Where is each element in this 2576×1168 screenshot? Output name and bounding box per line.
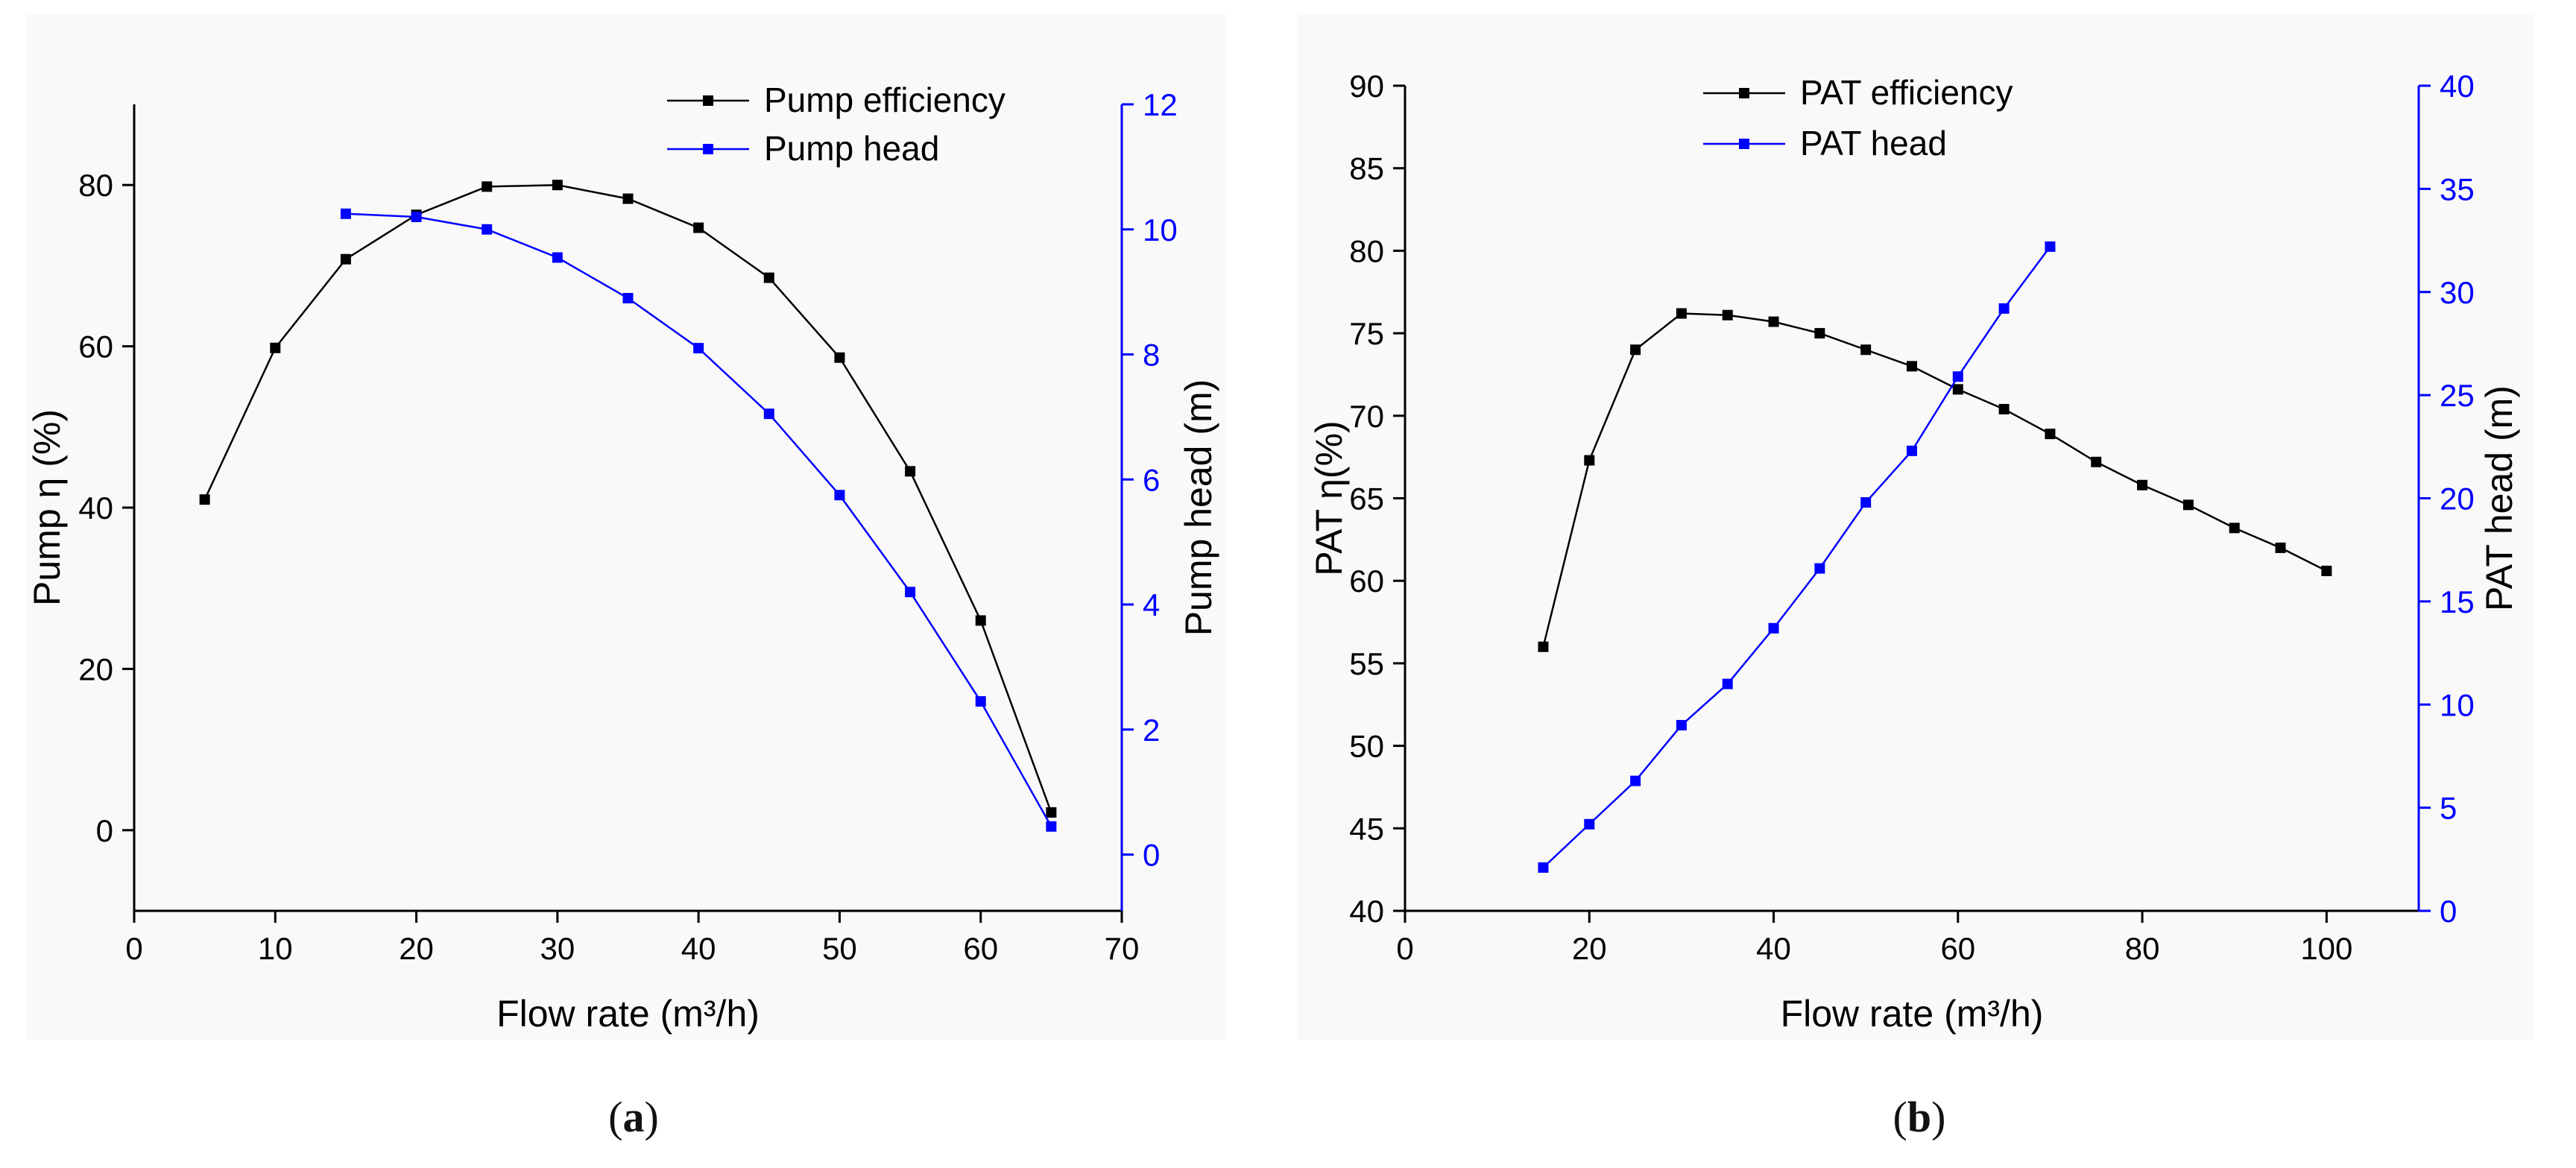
chart-b-point-pat-head (1630, 776, 1641, 786)
chart-b-x-tick-label: 100 (2300, 931, 2352, 966)
chart-b-y2-label: PAT head (m) (2478, 385, 2520, 611)
chart-b-y2-tick-label: 40 (2440, 69, 2475, 104)
chart-b-y2-tick-label: 20 (2440, 482, 2475, 517)
chart-b-y-tick-label: 85 (1349, 151, 1384, 186)
chart-b-point-pat-efficiency (1584, 455, 1594, 466)
chart-b-point-pat-efficiency (1630, 344, 1641, 355)
chart-b-y-tick-label: 40 (1349, 894, 1384, 929)
chart-b-point-pat-efficiency (2276, 543, 2286, 553)
chart-b-y-tick-label: 50 (1349, 729, 1384, 764)
caption-b-letter: b (1907, 1093, 1931, 1141)
chart-b-y-tick-label: 65 (1349, 482, 1384, 517)
chart-b-point-pat-head (1584, 819, 1594, 830)
chart-b-x-tick-label: 40 (1756, 931, 1791, 966)
caption-a: (a) (559, 1092, 708, 1142)
chart-b-point-pat-efficiency (2137, 480, 2147, 490)
caption-b: (b) (1845, 1092, 1994, 1142)
chart-b-point-pat-efficiency (2229, 523, 2240, 533)
chart-b-point-pat-efficiency (1999, 404, 2010, 414)
chart-b-point-pat-head (1676, 720, 1687, 730)
chart-b-y-tick-label: 70 (1349, 399, 1384, 434)
chart-b-y2-tick-label: 25 (2440, 378, 2475, 413)
chart-b: 0 20 40 60 80 100 40 45 50 55 60 65 70 75 80 85 90 0 5 10 15… (0, 0, 2576, 1168)
chart-b-x-tick-label: 60 (1940, 931, 1975, 966)
chart-b-y2-tick-label: 35 (2440, 171, 2475, 206)
chart-b-point-pat-head (1538, 862, 1548, 873)
chart-b-point-pat-efficiency (2091, 457, 2101, 467)
chart-b-point-pat-efficiency (1907, 361, 1917, 371)
chart-b-y-label: PAT η(%) (1308, 420, 1350, 575)
chart-b-y2-tick-label: 0 (2440, 894, 2457, 929)
chart-b-y-tick-label: 55 (1349, 646, 1384, 681)
chart-b-y-tick-label: 75 (1349, 316, 1384, 351)
chart-b-point-pat-efficiency (1953, 384, 1963, 394)
chart-b-y-tick-label: 90 (1349, 69, 1384, 104)
chart-b-point-pat-head (1999, 303, 2010, 314)
chart-b-point-pat-efficiency (2321, 566, 2332, 576)
chart-b-legend-marker-pat-efficiency (1739, 88, 1749, 98)
chart-b-point-pat-efficiency (1538, 642, 1548, 652)
chart-b-point-pat-head (1814, 564, 1825, 574)
chart-b-x-tick-label: 80 (2125, 931, 2160, 966)
chart-b-legend-label-pat-efficiency: PAT efficiency (1800, 73, 2013, 112)
chart-b-point-pat-efficiency (1723, 310, 1733, 321)
chart-b-y-tick-label: 60 (1349, 564, 1384, 599)
chart-b-point-pat-head (1907, 446, 1917, 456)
chart-b-point-pat-efficiency (2045, 429, 2055, 439)
chart-b-y-tick-label: 45 (1349, 811, 1384, 846)
chart-b-legend-label-pat-head: PAT head (1800, 124, 1947, 162)
chart-b-y2-tick-label: 5 (2440, 791, 2457, 826)
chart-b-point-pat-head (1860, 497, 1871, 508)
chart-b-point-pat-efficiency (1860, 344, 1871, 355)
chart-b-line-pat-head (1543, 247, 2050, 868)
chart-b-line-pat-efficiency (1543, 314, 2326, 647)
chart-b-x-tick-label: 0 (1396, 931, 1413, 966)
chart-b-y-tick-label: 80 (1349, 233, 1384, 268)
chart-b-point-pat-head (1769, 623, 1779, 634)
chart-b-point-pat-efficiency (1769, 317, 1779, 327)
chart-b-point-pat-head (2045, 242, 2055, 252)
chart-b-x-tick-label: 20 (1572, 931, 1607, 966)
chart-b-point-pat-efficiency (2183, 499, 2194, 510)
chart-b-point-pat-head (1723, 679, 1733, 689)
chart-b-y2-tick-label: 10 (2440, 687, 2475, 722)
chart-b-legend-marker-pat-head (1739, 139, 1749, 149)
chart-b-y2-tick-label: 30 (2440, 275, 2475, 310)
chart-b-y2-tick-label: 15 (2440, 584, 2475, 619)
chart-b-point-pat-efficiency (1676, 309, 1687, 319)
caption-a-letter: a (623, 1093, 645, 1141)
chart-b-point-pat-efficiency (1814, 328, 1825, 338)
chart-b-point-pat-head (1953, 371, 1963, 382)
chart-b-x-label: Flow rate (m³/h) (1781, 993, 2044, 1035)
